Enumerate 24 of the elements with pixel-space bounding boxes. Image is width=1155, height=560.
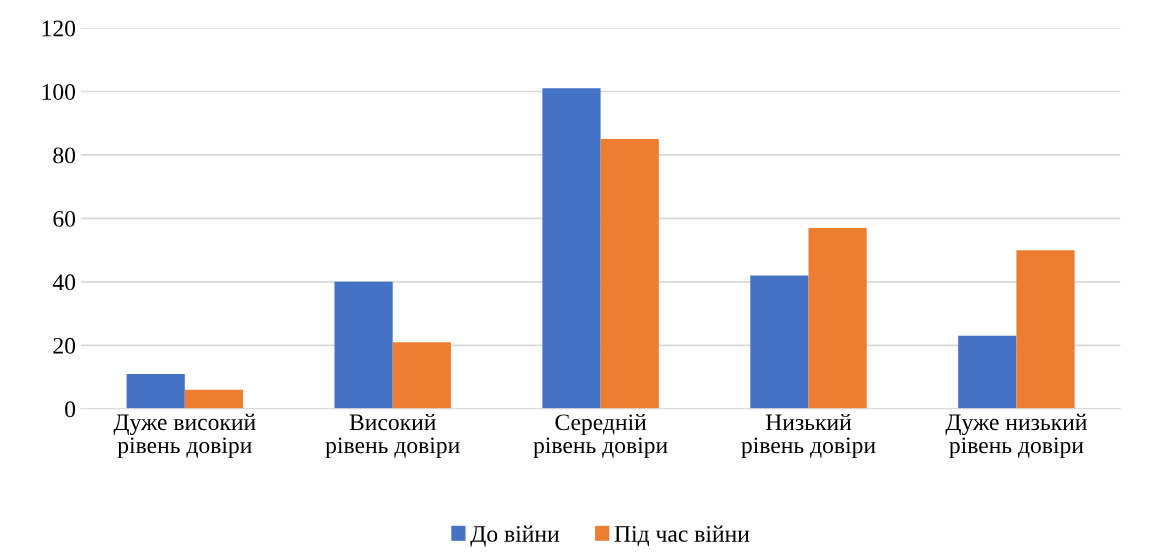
y-tick-label: 80 [53, 147, 76, 164]
bar [808, 227, 867, 409]
bar [334, 281, 393, 409]
bar [1016, 250, 1075, 409]
bar [126, 373, 185, 409]
x-tick-label: Низький рівень довіри [741, 413, 876, 459]
legend-label: До війни [470, 525, 560, 547]
y-tick-label: 60 [53, 210, 76, 227]
bar [392, 342, 451, 409]
bar [750, 275, 809, 409]
x-tick-label: Середній рівень довіри [533, 413, 668, 459]
y-tick-label: 120 [42, 20, 76, 37]
bar [542, 88, 601, 409]
y-tick-label: 100 [42, 83, 76, 100]
x-tick-label: Дуже високий рівень довіри [113, 413, 256, 459]
bar [600, 139, 659, 409]
x-tick-label: Дуже низький рівень довіри [945, 413, 1087, 459]
y-tick-label: 0 [65, 401, 76, 418]
y-tick-label: 40 [52, 274, 76, 291]
x-tick-label: Високий рівень довіри [325, 413, 460, 459]
y-tick-label: 20 [53, 337, 76, 354]
bar [958, 335, 1017, 409]
bar [184, 389, 244, 409]
legend-label: Під час війни [614, 525, 750, 547]
